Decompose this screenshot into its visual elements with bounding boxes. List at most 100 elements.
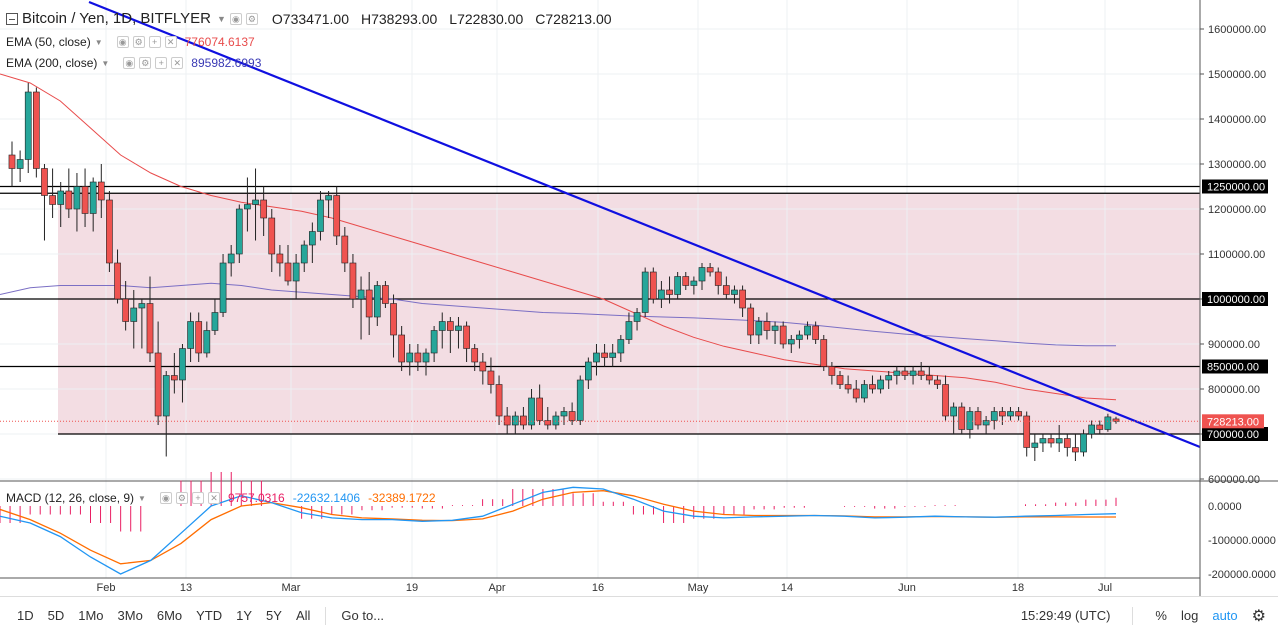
candle[interactable] [1007, 411, 1014, 417]
candle[interactable] [593, 352, 600, 363]
candle[interactable] [706, 267, 714, 273]
more-icon[interactable]: + [148, 36, 161, 48]
timeframe-6mo[interactable]: 6Mo [156, 608, 183, 623]
candle[interactable] [836, 375, 844, 385]
candle[interactable] [122, 298, 129, 322]
candle[interactable] [65, 190, 73, 210]
candle[interactable] [365, 289, 373, 318]
candle[interactable] [430, 330, 438, 354]
candle[interactable] [666, 289, 673, 295]
timeframe-1mo[interactable]: 1Mo [78, 608, 104, 623]
candle[interactable] [974, 411, 982, 426]
candle[interactable] [852, 388, 860, 399]
candle[interactable] [325, 195, 332, 201]
auto-toggle[interactable]: auto [1212, 608, 1238, 623]
candle[interactable] [633, 312, 641, 322]
close-icon[interactable]: ✕ [171, 57, 184, 69]
timeframe-3mo[interactable]: 3Mo [117, 608, 143, 623]
candle[interactable] [373, 285, 381, 318]
eye-icon[interactable]: ◉ [123, 57, 136, 69]
candle[interactable] [455, 325, 462, 331]
settings-icon[interactable]: ⚙ [132, 36, 145, 48]
candle[interactable] [138, 303, 146, 309]
candle[interactable] [779, 325, 787, 345]
candle[interactable] [341, 235, 349, 264]
candle[interactable] [414, 352, 422, 363]
candle[interactable] [333, 195, 341, 237]
candle[interactable] [195, 321, 203, 354]
candle[interactable] [309, 231, 316, 246]
candle[interactable] [909, 370, 917, 376]
candle[interactable] [560, 411, 568, 417]
candle[interactable] [479, 361, 487, 372]
candle[interactable] [617, 339, 625, 354]
candle[interactable] [950, 406, 957, 417]
trendline[interactable] [88, 0, 1201, 449]
candle[interactable] [739, 289, 746, 309]
candle[interactable] [649, 271, 657, 300]
candle[interactable] [57, 190, 65, 205]
chevron-down-icon[interactable]: ▼ [216, 13, 226, 24]
candle[interactable] [568, 411, 576, 421]
candle[interactable] [999, 411, 1006, 417]
candle[interactable] [544, 420, 552, 426]
candle[interactable] [438, 321, 446, 331]
settings-icon[interactable]: ⚙ [139, 57, 152, 69]
candle[interactable] [33, 91, 40, 169]
candle[interactable] [471, 348, 479, 363]
candle[interactable] [357, 289, 365, 300]
candle[interactable] [1031, 442, 1039, 448]
timeframe-1y[interactable]: 1Y [236, 608, 253, 623]
settings-icon[interactable]: ⚙ [175, 492, 188, 504]
candle[interactable] [1104, 416, 1112, 430]
candle[interactable] [917, 370, 925, 376]
candle[interactable] [885, 375, 893, 381]
candle[interactable] [576, 379, 584, 421]
candle[interactable] [81, 186, 89, 214]
macd-label[interactable]: MACD (12, 26, close, 9) [6, 491, 135, 505]
log-toggle[interactable]: log [1180, 608, 1199, 623]
candle[interactable] [406, 352, 414, 363]
candle[interactable] [698, 267, 706, 282]
candle[interactable] [536, 397, 543, 421]
ema50-label[interactable]: EMA (50, close) [6, 35, 91, 49]
candle[interactable] [495, 384, 503, 417]
candle[interactable] [982, 420, 990, 426]
candle[interactable] [390, 303, 397, 336]
candle[interactable] [24, 91, 32, 160]
more-icon[interactable]: + [191, 492, 204, 504]
candle[interactable] [520, 415, 527, 426]
candle[interactable] [463, 325, 470, 349]
candle[interactable] [268, 217, 276, 255]
candle[interactable] [8, 154, 16, 169]
candle[interactable] [422, 352, 430, 363]
candle[interactable] [300, 244, 308, 264]
candle[interactable] [284, 262, 292, 282]
candle[interactable] [820, 339, 828, 367]
candle[interactable] [398, 334, 405, 363]
candle[interactable] [828, 366, 836, 376]
candle[interactable] [1080, 433, 1087, 453]
candle[interactable] [747, 307, 755, 336]
candle[interactable] [934, 379, 941, 385]
candle[interactable] [114, 262, 121, 300]
candle[interactable] [1015, 411, 1022, 417]
candle[interactable] [942, 384, 949, 417]
candle[interactable] [1055, 438, 1063, 444]
timeframe-5y[interactable]: 5Y [266, 608, 282, 623]
candle[interactable] [893, 370, 901, 376]
candle[interactable] [844, 384, 852, 390]
candle[interactable] [211, 312, 219, 331]
candle[interactable] [146, 303, 154, 354]
candle[interactable] [503, 415, 511, 426]
candle[interactable] [625, 321, 633, 340]
timeframe-all[interactable]: All [295, 608, 311, 623]
candle[interactable] [990, 411, 998, 421]
close-icon[interactable]: ✕ [207, 492, 220, 504]
candle[interactable] [292, 262, 300, 282]
candle[interactable] [1063, 438, 1071, 448]
candle[interactable] [755, 321, 763, 336]
price-chart[interactable]: 1600000.00 1500000.00 1400000.00 1300000.00… [0, 0, 1278, 596]
candle[interactable] [276, 253, 284, 264]
candle[interactable] [901, 370, 909, 376]
